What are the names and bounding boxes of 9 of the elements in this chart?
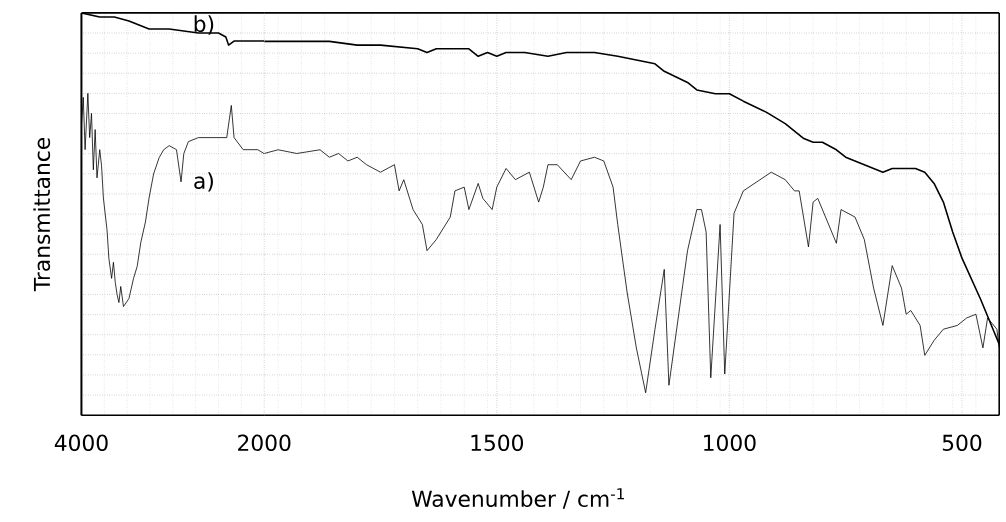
series-label: a) <box>194 171 213 192</box>
x-tick-label: 4000 <box>54 434 108 451</box>
x-axis-title: Wavenumber / cm$^{-1}$ <box>411 487 624 509</box>
x-tick-label: 2000 <box>238 434 291 451</box>
y-axis-title: Transmittance <box>33 137 51 292</box>
x-tick-label: 1000 <box>704 434 756 451</box>
series-label: b) <box>194 15 214 35</box>
x-tick-label: 500 <box>942 434 982 451</box>
x-tick-label: 1500 <box>471 434 524 451</box>
